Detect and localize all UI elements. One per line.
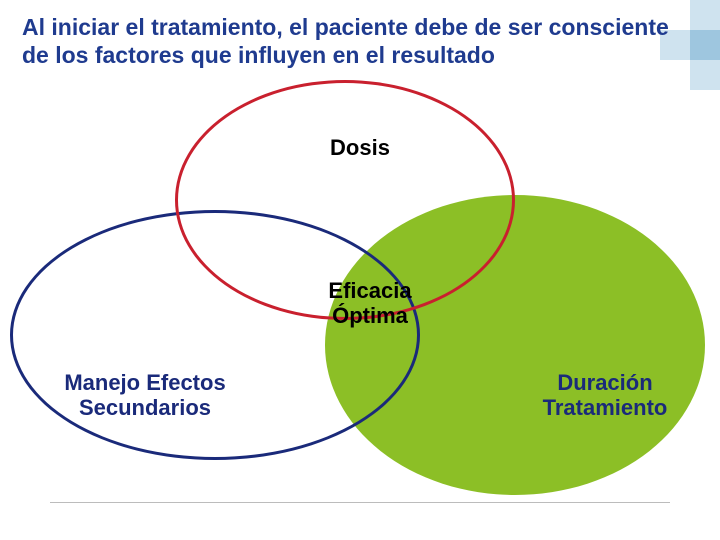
slide-title: Al iniciar el tratamiento, el paciente d… xyxy=(22,14,698,69)
slide: Al iniciar el tratamiento, el paciente d… xyxy=(0,0,720,540)
footer-divider xyxy=(50,502,670,503)
label-center: Eficacia Óptima xyxy=(290,278,450,329)
label-side-effects: Manejo Efectos Secundarios xyxy=(30,370,260,421)
label-duration: Duración Tratamiento xyxy=(500,370,710,421)
label-dose: Dosis xyxy=(300,135,420,160)
